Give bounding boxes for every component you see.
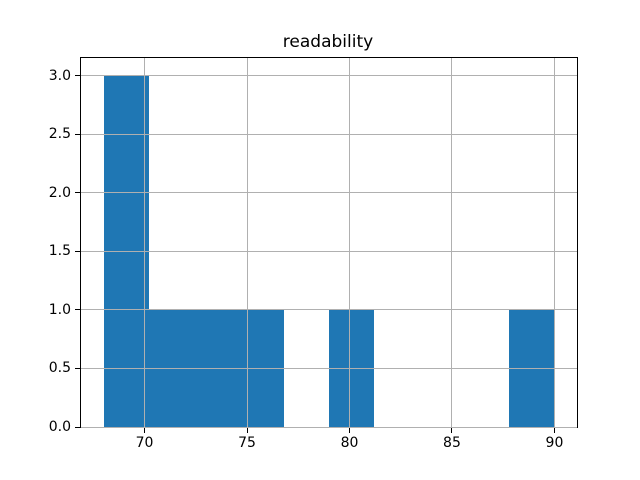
x-tick-mark bbox=[246, 428, 248, 433]
x-tick-mark bbox=[553, 428, 555, 433]
x-tick-label: 70 bbox=[135, 435, 154, 451]
y-tick-mark bbox=[75, 309, 80, 311]
x-tick-label: 75 bbox=[238, 435, 256, 451]
x-tick-mark bbox=[144, 428, 146, 433]
x-tick-label: 80 bbox=[340, 435, 359, 451]
gridline-horizontal bbox=[81, 192, 577, 194]
gridline-vertical bbox=[553, 58, 555, 427]
x-tick-mark bbox=[451, 428, 453, 433]
y-tick-mark bbox=[75, 250, 80, 252]
x-tick-mark bbox=[348, 428, 350, 433]
gridline-horizontal bbox=[81, 367, 577, 369]
y-tick-mark bbox=[75, 75, 80, 77]
y-tick-mark bbox=[75, 426, 80, 428]
gridline-vertical bbox=[348, 58, 350, 427]
gridline-vertical bbox=[144, 58, 146, 427]
x-tick-label: 90 bbox=[545, 435, 564, 451]
y-tick-mark bbox=[75, 192, 80, 194]
gridline-horizontal bbox=[81, 250, 577, 252]
gridline-horizontal bbox=[81, 309, 577, 311]
y-tick-label: 0.5 bbox=[48, 360, 71, 377]
y-tick-label: 1.5 bbox=[48, 243, 71, 260]
y-tick-label: 1.0 bbox=[48, 301, 71, 318]
gridline-horizontal bbox=[81, 426, 577, 428]
gridline-horizontal bbox=[81, 75, 577, 77]
y-tick-label: 2.5 bbox=[48, 126, 71, 143]
x-tick-label: 85 bbox=[443, 435, 461, 451]
gridline-vertical bbox=[246, 58, 248, 427]
y-tick-mark bbox=[75, 133, 80, 135]
y-tick-label: 0.0 bbox=[48, 419, 71, 435]
plot-area: 70 75 80 85 90 0.0 0.5 1.0 1.5 2.0 2.5 3.0 bbox=[49, 57, 578, 450]
gridline-vertical bbox=[451, 58, 453, 427]
y-tick-label: 3.0 bbox=[48, 67, 71, 84]
y-tick-mark bbox=[75, 367, 80, 369]
gridline-horizontal bbox=[81, 133, 577, 135]
y-tick-label: 2.0 bbox=[48, 184, 71, 201]
chart-title: readability bbox=[282, 32, 374, 52]
